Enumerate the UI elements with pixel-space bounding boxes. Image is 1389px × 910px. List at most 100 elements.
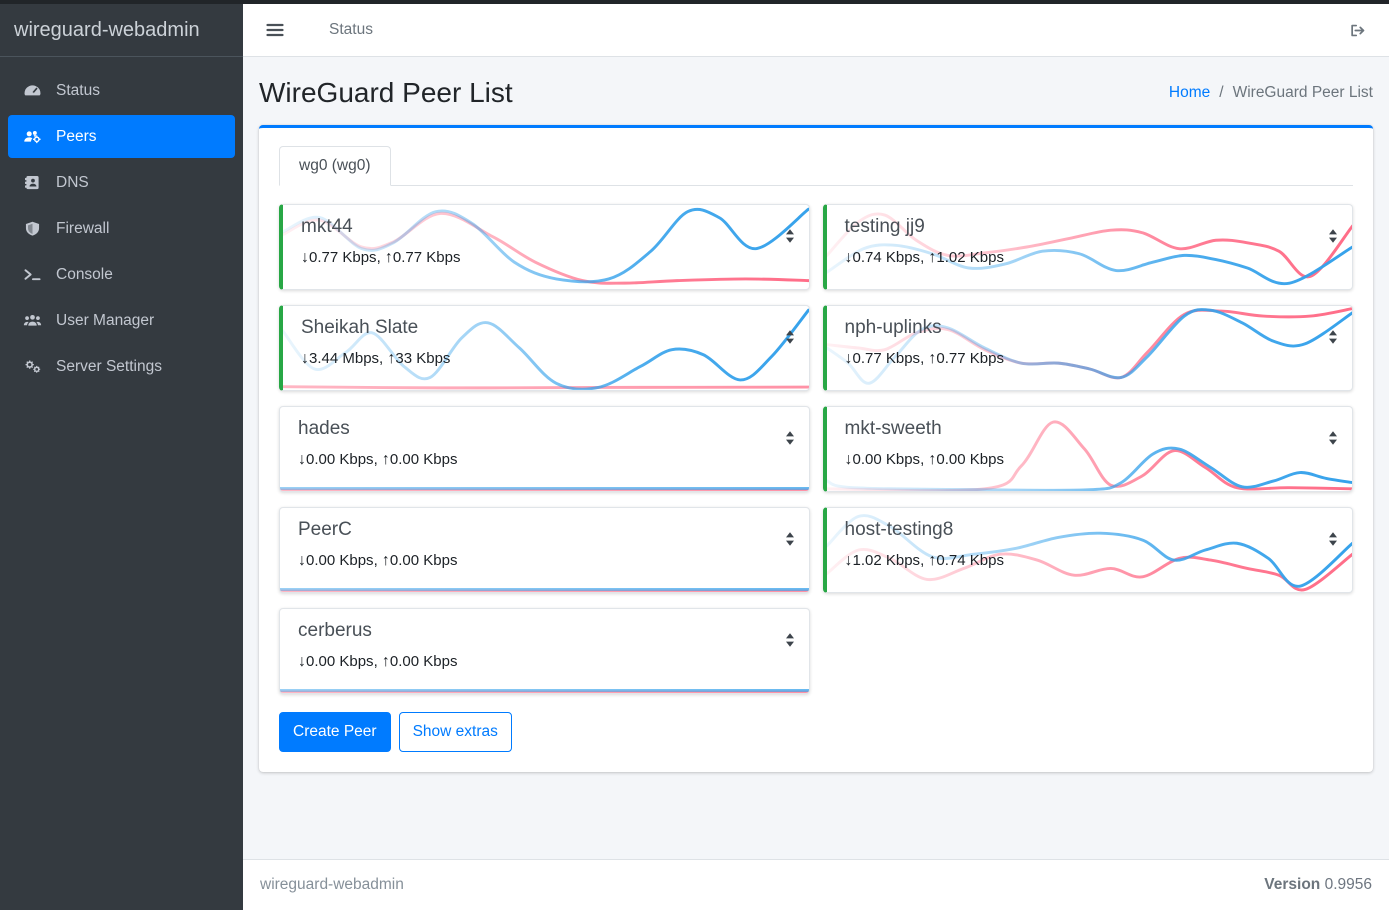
upload-arrow-icon: ↑ [928,249,937,266]
download-arrow-icon: ↓ [844,552,853,569]
interface-tabs: wg0 (wg0) [279,146,1353,186]
hamburger-menu-icon[interactable] [257,18,293,42]
users-gear-icon [18,129,47,144]
sidebar-item-status[interactable]: Status [8,69,235,112]
traffic-sparkline [280,486,809,491]
upload-arrow-icon: ↑ [928,350,937,367]
breadcrumb-home-link[interactable]: Home [1168,84,1211,101]
footer-app-name: wireguard-webadmin [260,876,404,893]
download-arrow-icon: ↓ [298,552,306,569]
footer-version: Version 0.9956 [1264,876,1372,894]
download-arrow-icon: ↓ [844,249,853,266]
upload-arrow-icon: ↑ [928,451,937,468]
peer-traffic-stats: ↓0.00 Kbps, ↑0.00 Kbps [298,653,458,670]
sidebar-item-dns[interactable]: DNS [8,161,235,204]
download-arrow-icon: ↓ [298,653,306,670]
upload-arrow-icon: ↑ [381,552,390,569]
peer-card[interactable]: host-testing8 ↓1.02 Kbps, ↑0.74 Kbps [822,507,1353,593]
peer-name: cerberus [298,620,372,641]
sidebar-item-server-settings[interactable]: Server Settings [8,345,235,388]
download-arrow-icon: ↓ [844,350,853,367]
gauge-icon [18,83,47,98]
peer-traffic-stats: ↓0.00 Kbps, ↑0.00 Kbps [844,451,1004,468]
sort-handle-icon[interactable] [785,632,795,648]
peer-name: Sheikah Slate [301,317,419,338]
sort-handle-icon[interactable] [1328,329,1338,345]
footer-version-label: Version [1264,876,1321,893]
sort-handle-icon[interactable] [785,228,795,244]
peer-name: testing jj9 [844,216,925,237]
terminal-icon [18,267,47,282]
peer-traffic-stats: ↓0.00 Kbps, ↑0.00 Kbps [298,552,458,569]
sidebar-item-user-manager[interactable]: User Manager [8,299,235,342]
traffic-sparkline [283,308,809,390]
traffic-sparkline [826,514,1352,592]
show-extras-button[interactable]: Show extras [398,712,512,752]
peer-traffic-stats: ↓3.44 Mbps, ↑33 Kbps [301,350,451,367]
peer-card[interactable]: nph-uplinks ↓0.77 Kbps, ↑0.77 Kbps [822,305,1353,391]
peer-list-card: wg0 (wg0) mkt44 ↓0.77 Kbps, ↑0.77 Kbps t… [259,125,1373,772]
peer-card[interactable]: mkt44 ↓0.77 Kbps, ↑0.77 Kbps [279,204,810,290]
sort-handle-icon[interactable] [785,531,795,547]
content-area: WireGuard Peer List Home / WireGuard Pee… [243,57,1389,859]
traffic-sparkline [826,307,1352,385]
peer-traffic-stats: ↓0.00 Kbps, ↑0.00 Kbps [298,451,458,468]
download-arrow-icon: ↓ [301,249,309,266]
sidebar-item-peers[interactable]: Peers [8,115,235,158]
breadcrumb: Home / WireGuard Peer List [1169,84,1373,102]
sign-out-icon[interactable] [1345,19,1371,42]
upload-arrow-icon: ↑ [928,552,937,569]
shield-icon [18,221,47,236]
peer-traffic-stats: ↓0.74 Kbps, ↑1.02 Kbps [844,249,1004,266]
peer-name: mkt44 [301,216,353,237]
footer: wireguard-webadmin Version 0.9956 [243,859,1389,910]
traffic-sparkline [280,587,809,592]
upload-arrow-icon: ↑ [384,249,393,266]
sort-handle-icon[interactable] [785,329,795,345]
brand-link[interactable]: wireguard-webadmin [0,4,243,57]
address-book-icon [18,175,47,190]
top-accent-strip [0,0,1389,4]
sort-handle-icon[interactable] [1328,430,1338,446]
navbar-status-link[interactable]: Status [329,21,373,38]
peer-card[interactable]: hades ↓0.00 Kbps, ↑0.00 Kbps [279,406,810,492]
users-icon [18,313,47,328]
download-arrow-icon: ↓ [298,451,306,468]
peer-traffic-stats: ↓0.77 Kbps, ↑0.77 Kbps [301,249,461,266]
sidebar-item-console[interactable]: Console [8,253,235,296]
peer-card[interactable]: mkt-sweeth ↓0.00 Kbps, ↑0.00 Kbps [822,406,1353,492]
sort-handle-icon[interactable] [785,430,795,446]
sidebar-nav: Status Peers DNS Firewall Console User M… [0,61,243,399]
peer-card[interactable]: cerberus ↓0.00 Kbps, ↑0.00 Kbps [279,608,810,694]
peer-card[interactable]: PeerC ↓0.00 Kbps, ↑0.00 Kbps [279,507,810,593]
page-title: WireGuard Peer List [259,77,513,108]
peer-card[interactable]: Sheikah Slate ↓3.44 Mbps, ↑33 Kbps [279,305,810,391]
top-navbar: Status [243,4,1389,57]
sort-handle-icon[interactable] [1328,531,1338,547]
peer-name: PeerC [298,519,352,540]
download-arrow-icon: ↓ [301,350,309,367]
peer-name: hades [298,418,350,439]
download-arrow-icon: ↓ [844,451,853,468]
traffic-sparkline [280,688,809,693]
upload-arrow-icon: ↑ [387,350,396,367]
traffic-sparkline [283,207,809,285]
peer-name: mkt-sweeth [844,418,942,439]
tab-wg0[interactable]: wg0 (wg0) [279,146,391,186]
breadcrumb-current: WireGuard Peer List [1232,84,1373,101]
peer-name: host-testing8 [844,519,954,540]
traffic-sparkline [826,212,1352,286]
sidebar-item-firewall[interactable]: Firewall [8,207,235,250]
actions-row: Create Peer Show extras [279,712,1353,752]
peer-traffic-stats: ↓0.77 Kbps, ↑0.77 Kbps [844,350,1004,367]
upload-arrow-icon: ↑ [381,653,390,670]
upload-arrow-icon: ↑ [381,451,390,468]
sidebar: wireguard-webadmin Status Peers DNS Fire… [0,4,243,910]
peer-name: nph-uplinks [844,317,942,338]
gears-icon [18,359,47,374]
peer-traffic-stats: ↓1.02 Kbps, ↑0.74 Kbps [844,552,1004,569]
create-peer-button[interactable]: Create Peer [279,712,391,752]
sort-handle-icon[interactable] [1328,228,1338,244]
peer-card[interactable]: testing jj9 ↓0.74 Kbps, ↑1.02 Kbps [822,204,1353,290]
